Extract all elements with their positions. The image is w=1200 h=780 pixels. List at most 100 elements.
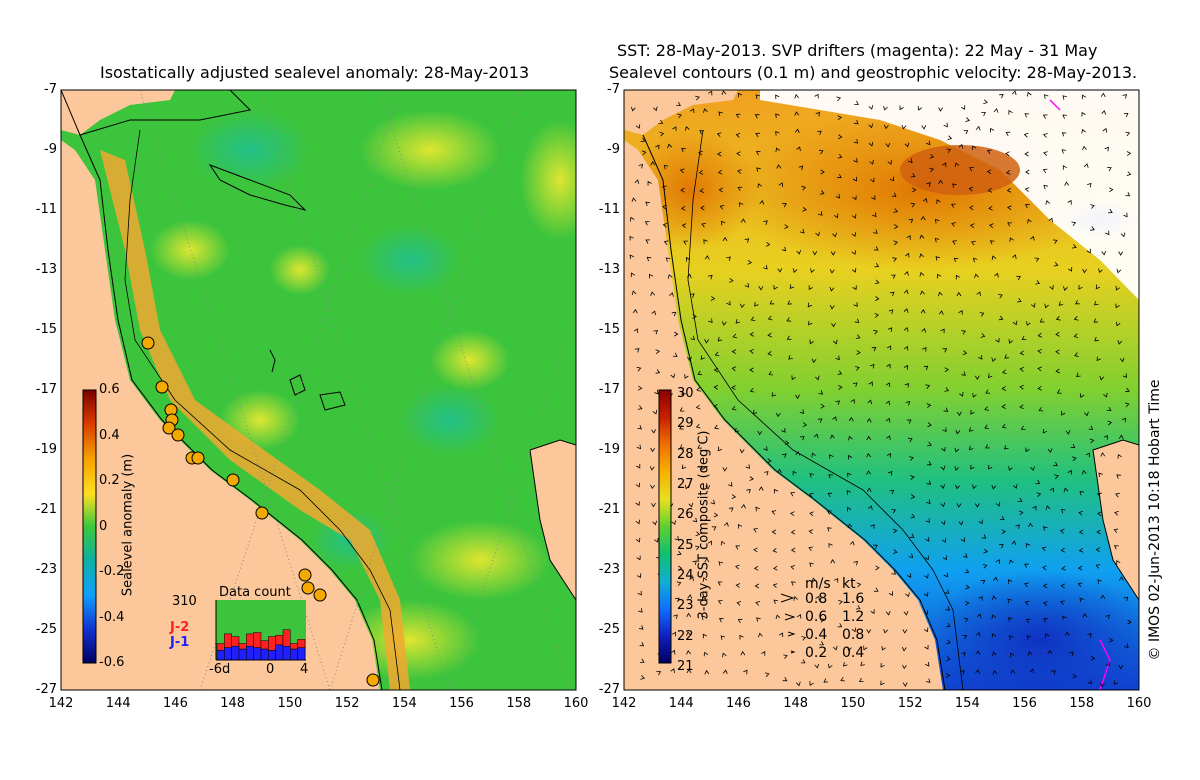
- velocity-arrow: [956, 503, 962, 508]
- velocity-arrow: [837, 134, 843, 140]
- velocity-arrow: [1045, 200, 1051, 205]
- velocity-arrow: [828, 474, 833, 479]
- velocity-arrow: [722, 467, 728, 472]
- velocity-arrow: [638, 608, 643, 613]
- velocity-arrow: [645, 239, 651, 244]
- velocity-arrow: [991, 595, 997, 600]
- tide-gauge-marker: [366, 673, 380, 687]
- velocity-arrow: [866, 435, 872, 441]
- velocity-arrow: [847, 523, 853, 529]
- velocity-arrow: [1098, 268, 1103, 274]
- velocity-arrow: [972, 257, 978, 263]
- velocity-arrow: [731, 385, 736, 391]
- velocity-arrow: [635, 519, 640, 525]
- velocity-arrow: [832, 232, 837, 238]
- velocity-arrow: [959, 392, 964, 397]
- velocity-arrow: [757, 430, 763, 436]
- velocity-arrow: [753, 547, 758, 553]
- velocity-arrow: [1011, 90, 1017, 96]
- velocity-arrow: [875, 565, 880, 571]
- velocity-arrow: [1088, 425, 1094, 430]
- velocity-arrow: [1030, 466, 1035, 471]
- data-count-bar-j2: [275, 635, 284, 646]
- velocity-arrow: [676, 581, 682, 586]
- velocity-arrow: [1047, 448, 1053, 453]
- velocity-arrow: [755, 601, 760, 606]
- velocity-arrow: [852, 285, 857, 291]
- x-tick-label: 144: [105, 696, 131, 711]
- velocity-arrow: [1042, 168, 1048, 174]
- velocity-arrow: [1078, 284, 1083, 290]
- new-caledonia-land: [1092, 439, 1139, 601]
- velocity-arrow: [772, 547, 778, 553]
- y-tick-label: -7: [44, 82, 57, 97]
- velocity-arrow: [700, 205, 705, 211]
- velocity-arrow: [975, 669, 980, 674]
- velocity-arrow: [935, 256, 941, 261]
- tide-gauge-marker: [155, 380, 169, 394]
- velocity-arrow: [1048, 217, 1053, 223]
- velocity-arrow: [940, 520, 946, 526]
- velocity-arrow: [1124, 402, 1130, 408]
- velocity-arrow: [848, 416, 854, 422]
- velocity-arrow: [855, 334, 861, 339]
- velocity-arrow: [868, 123, 874, 129]
- velocity-arrow: [1030, 235, 1035, 241]
- velocity-arrow: [1063, 487, 1069, 493]
- velocity-arrow: [701, 615, 707, 621]
- velocity-legend-ms: 0.8: [805, 591, 828, 607]
- velocity-arrow: [720, 220, 726, 226]
- velocity-arrow: [873, 329, 878, 335]
- velocity-arrow: [925, 537, 930, 542]
- velocity-legend-arrow: [787, 631, 796, 637]
- velocity-arrow: [796, 146, 801, 152]
- velocity-arrow: [686, 612, 692, 618]
- data-count-max: 310: [172, 594, 197, 609]
- velocity-arrow: [807, 302, 813, 308]
- velocity-arrow: [920, 290, 925, 295]
- velocity-arrow: [917, 106, 923, 111]
- velocity-arrow: [989, 240, 995, 245]
- velocity-arrow: [907, 437, 913, 443]
- x-tick-label: 160: [1126, 696, 1152, 711]
- velocity-arrow: [808, 546, 813, 552]
- velocity-arrow: [1008, 109, 1013, 115]
- velocity-arrow: [731, 349, 737, 355]
- velocity-arrow: [1103, 392, 1108, 398]
- velocity-arrow: [1024, 113, 1030, 118]
- velocity-arrow: [1003, 445, 1009, 450]
- velocity-arrow: [819, 641, 824, 646]
- velocity-arrow: [919, 271, 925, 277]
- velocity-arrow: [934, 237, 940, 243]
- velocity-arrow: [720, 635, 726, 640]
- velocity-arrow: [662, 204, 667, 210]
- x-tick-label: 154: [391, 696, 417, 711]
- velocity-arrow: [771, 510, 777, 515]
- velocity-arrow: [676, 101, 681, 106]
- velocity-arrow: [1026, 321, 1031, 326]
- velocity-arrow: [718, 618, 724, 623]
- velocity-arrow: [943, 572, 949, 578]
- velocity-arrow: [801, 185, 807, 191]
- velocity-arrow: [1074, 352, 1079, 357]
- velocity-arrow: [777, 268, 783, 273]
- velocity-arrow: [851, 267, 857, 273]
- velocity-arrow: [735, 113, 741, 119]
- velocity-arrow: [982, 563, 988, 569]
- velocity-arrow: [667, 143, 672, 149]
- tide-gauge-markers: [141, 336, 380, 687]
- velocity-arrow: [961, 652, 966, 657]
- velocity-arrow: [811, 452, 816, 458]
- velocity-arrow: [1076, 372, 1081, 377]
- velocity-arrow: [637, 385, 643, 391]
- velocity-arrow: [702, 633, 707, 639]
- velocity-arrow: [923, 365, 929, 371]
- velocity-arrow: [1007, 579, 1013, 584]
- velocity-arrow: [974, 375, 980, 380]
- velocity-arrow: [958, 143, 964, 149]
- data-count-bar-j2: [282, 629, 291, 647]
- velocity-arrow: [736, 151, 741, 157]
- velocity-arrow: [650, 502, 656, 508]
- velocity-arrow: [868, 105, 874, 110]
- velocity-arrow: [1103, 435, 1109, 440]
